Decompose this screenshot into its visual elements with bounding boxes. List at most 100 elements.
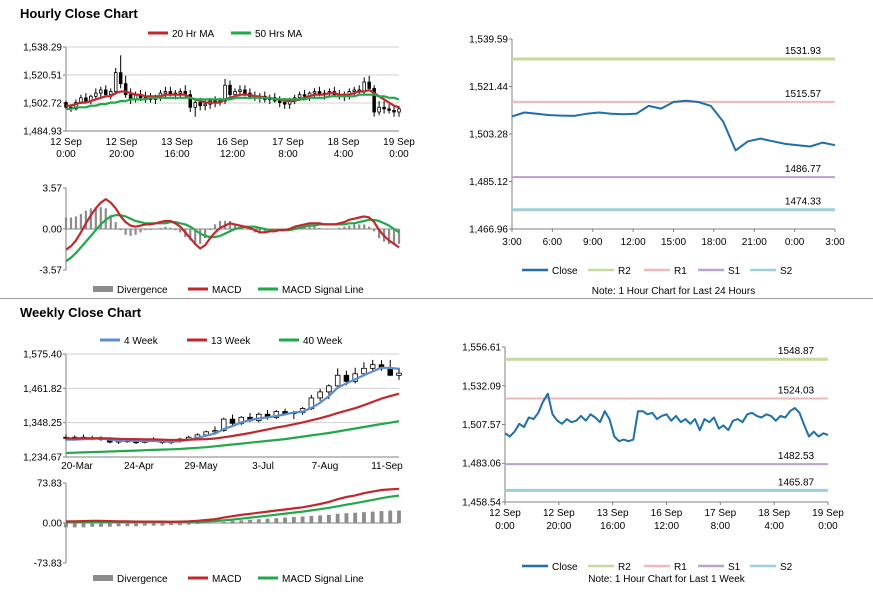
divergence-bar: [326, 514, 331, 523]
divergence-bar: [388, 510, 393, 523]
divergence-bar: [378, 229, 381, 239]
macd-signal-line: [65, 214, 400, 263]
divergence-bar: [397, 510, 401, 523]
x-tick-label: 12:00: [621, 237, 646, 248]
x-tick-label: 19 Sep: [812, 508, 844, 519]
x-tick-label: 18 Sep: [758, 508, 790, 519]
candle-body: [94, 92, 98, 97]
divergence-bar: [199, 229, 202, 244]
x-tick-label: 0:00: [785, 237, 805, 248]
divergence-bar: [328, 229, 331, 230]
y-tick-label: 1,575.40: [23, 350, 62, 361]
legend-divergence-swatch: [93, 575, 113, 581]
legend-ma-13week-line: 13 Week: [211, 336, 251, 347]
divergence-bar: [363, 224, 366, 229]
divergence-bar: [335, 513, 340, 523]
divergence-bar: [69, 217, 73, 229]
legend-macd: MACD: [212, 285, 241, 296]
chart-note: Note: 1 Hour Chart for Last 24 Hours: [592, 286, 755, 297]
y-tick-label: 1,532.09: [462, 381, 501, 392]
legend-r1: R1: [674, 562, 687, 573]
divergence-bar: [214, 224, 217, 229]
close-line: [504, 392, 829, 443]
ma-4week-line: [66, 366, 400, 443]
divergence-bar: [129, 229, 132, 236]
candle-body: [369, 364, 376, 369]
divergence-bar: [338, 227, 341, 229]
divergence-bar: [84, 210, 87, 229]
legend-r2: R2: [618, 562, 631, 573]
x-tick-label-time: 0:00: [56, 149, 76, 160]
divergence-bar: [291, 517, 296, 523]
divergence-bar: [114, 222, 117, 229]
x-tick-label-time: 12:00: [220, 149, 245, 160]
ma-13week-line: [66, 392, 400, 442]
candle-body: [367, 81, 371, 89]
level-s2-label: 1474.33: [785, 197, 822, 208]
x-tick-label-time: 4:00: [764, 521, 784, 532]
divergence-bar: [353, 224, 356, 229]
x-tick-label: 3-Jul: [252, 461, 274, 472]
divergence-bar: [74, 216, 78, 229]
x-tick-label: 18:00: [701, 237, 726, 248]
weekly-section-title: Weekly Close Chart: [20, 305, 142, 320]
y-tick-label: 1,461.82: [23, 384, 62, 395]
weekly-hourly-close-chart: 1,556.61 1,532.09 1,507.57 1,483.06 1,458.54…: [462, 343, 844, 586]
divergence-bar: [174, 229, 177, 231]
divergence-bar: [169, 227, 172, 229]
divergence-bar: [195, 523, 200, 525]
candle-body: [343, 374, 350, 382]
candle-body: [163, 91, 168, 94]
divergence-bar: [89, 208, 92, 229]
x-tick-label: 15:00: [661, 237, 686, 248]
divergence-bar: [318, 227, 321, 229]
divergence-bar: [344, 513, 349, 523]
divergence-bar: [194, 229, 197, 243]
candle-body: [198, 102, 202, 107]
divergence-bar: [368, 226, 371, 229]
divergence-bar: [228, 220, 232, 229]
ma-50hr-line: [66, 93, 400, 111]
divergence-bar: [149, 229, 152, 231]
y-tick-label: 1,521.44: [469, 82, 508, 93]
legend-ma-4week-line: 4 Week: [124, 336, 159, 347]
divergence-bar: [248, 519, 252, 523]
divergence-bar: [370, 511, 375, 523]
candle-body: [326, 385, 332, 393]
candle-body: [382, 106, 386, 110]
divergence-bar: [348, 225, 351, 229]
candle-body: [312, 91, 317, 94]
divergence-bar: [144, 229, 147, 231]
y-tick-label: 3.57: [43, 184, 63, 195]
x-tick-label-time: 8:00: [711, 521, 731, 532]
x-tick-label: 12 Sep: [543, 508, 575, 519]
hourly-section-title: Hourly Close Chart: [20, 6, 138, 21]
candle-body: [377, 106, 381, 113]
x-tick-label: 17 Sep: [704, 508, 736, 519]
level-r1-label: 1524.03: [778, 385, 815, 396]
divergence-bar: [300, 516, 305, 523]
divergence-bar: [230, 520, 235, 523]
candle-body: [203, 103, 207, 107]
x-tick-label: 21:00: [742, 237, 767, 248]
y-tick-label: 1,483.06: [462, 459, 501, 470]
y-tick-label: -73.83: [34, 559, 63, 570]
divergence-bar: [142, 523, 147, 526]
y-tick-label: 1,484.93: [23, 127, 62, 138]
x-tick-label-time: 0:00: [495, 521, 515, 532]
divergence-bar: [308, 226, 311, 229]
divergence-bar: [204, 229, 207, 239]
divergence-bar: [81, 523, 86, 528]
x-tick-label: 3:00: [502, 237, 522, 248]
level-s1-label: 1482.53: [778, 451, 815, 462]
legend-macd-signal: MACD Signal Line: [282, 285, 364, 296]
candle-body: [113, 72, 118, 92]
divergence-bar: [323, 229, 326, 230]
x-tick-label: 7-Aug: [312, 461, 339, 472]
divergence-bar: [90, 523, 95, 527]
x-tick-label: 13 Sep: [597, 508, 629, 519]
candle-body: [233, 91, 237, 96]
candle-body: [397, 108, 401, 113]
chart-note: Note: 1 Hour Chart for Last 1 Week: [588, 574, 746, 585]
